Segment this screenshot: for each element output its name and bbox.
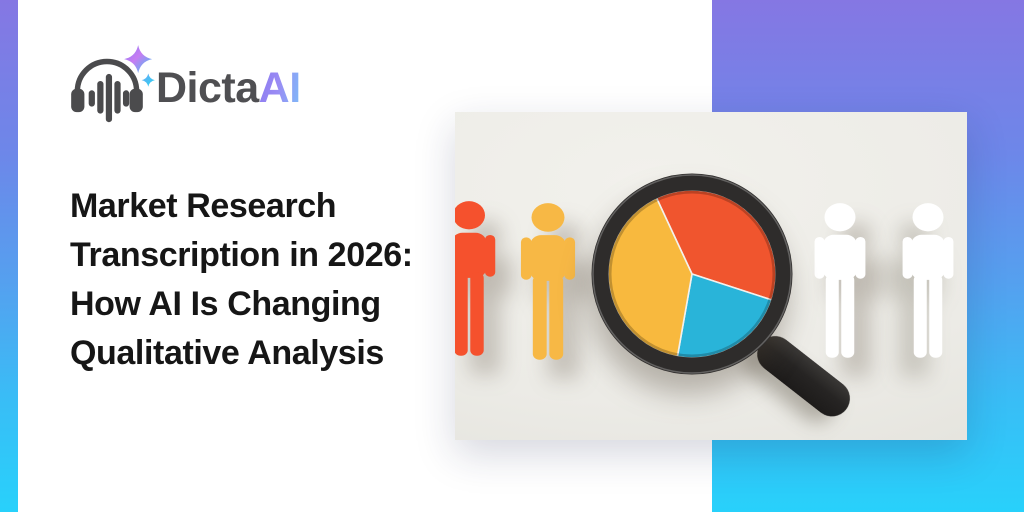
person-figure-amber xyxy=(515,202,581,362)
person-figure-white-2 xyxy=(897,202,959,360)
logo-brand-text: Dicta xyxy=(156,64,259,112)
sparkle-icon xyxy=(141,73,155,87)
person-figure-orange xyxy=(455,200,501,358)
logo-wordmark: DictaAI xyxy=(156,58,301,118)
headphones-waveform-icon xyxy=(71,45,155,123)
title-line-2: Transcription in 2026: xyxy=(70,236,413,274)
title-line-4: Qualitative Analysis xyxy=(70,334,384,372)
logo-accent-text: AI xyxy=(258,64,302,112)
title-line-3: How AI Is Changing xyxy=(70,285,381,323)
title-line-1: Market Research xyxy=(70,187,337,225)
dictaai-logo: DictaAI xyxy=(68,40,488,124)
person-figure-white-1 xyxy=(809,202,871,360)
magnifying-glass-icon xyxy=(591,173,793,375)
sparkle-icon xyxy=(124,45,153,74)
article-title: Market Research Transcription in 2026: H… xyxy=(70,182,500,378)
illustration-photo xyxy=(455,112,967,440)
